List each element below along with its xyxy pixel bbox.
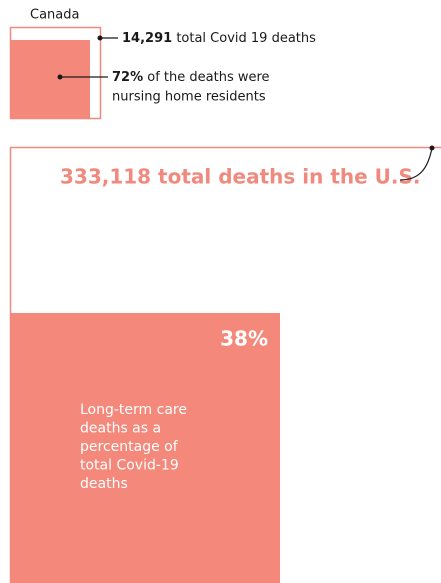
canada-label: Canada [30, 8, 79, 23]
canada-total-number: 14,291 [122, 31, 172, 46]
us-description-line: deaths [80, 476, 128, 492]
us-description-line: deaths as a [80, 421, 161, 437]
us-share-box [10, 313, 280, 583]
canada-share-text: of the deaths were [147, 70, 269, 85]
leader-dot [57, 74, 63, 80]
us-description: Long-term care deaths as a percentage of to… [80, 402, 187, 492]
us-description-line: total Covid-19 [80, 458, 179, 474]
us-description-line: percentage of [80, 439, 179, 455]
canada-total-text: total Covid 19 deaths [176, 31, 316, 46]
canada-share-number: 72% [112, 70, 143, 85]
leader-line [399, 147, 433, 181]
us-share: 38% [220, 327, 268, 351]
canada-share-box [10, 40, 90, 119]
leader-dot [429, 145, 435, 151]
canada-total: 14,291 total Covid 19 deaths [122, 31, 316, 46]
leader-dot [97, 35, 103, 41]
canada-share: 72% of the deaths were [112, 70, 270, 85]
us-title: 333,118 total deaths in the U.S. [60, 165, 421, 189]
us-description-line: Long-term care [80, 402, 187, 418]
canada-share-text: nursing home residents [112, 90, 266, 105]
